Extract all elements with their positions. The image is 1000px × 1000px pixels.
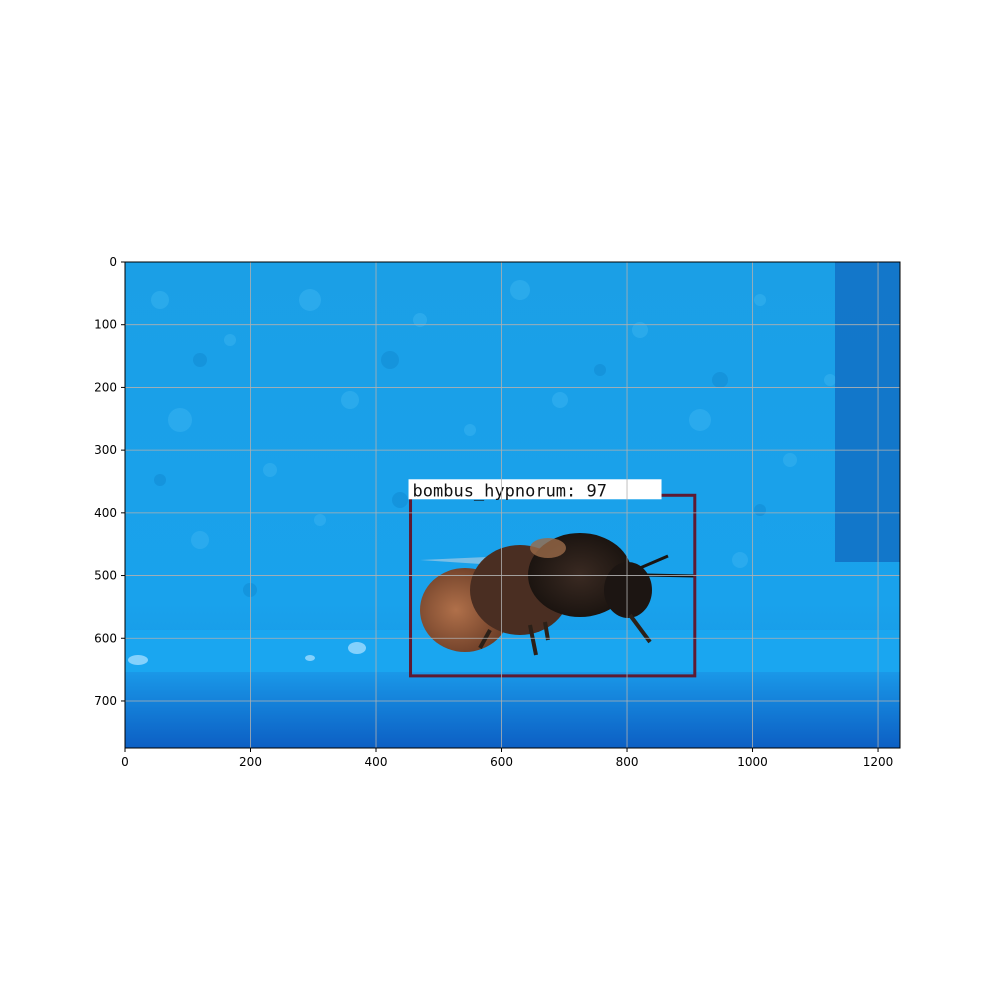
x-tick-label: 1200 (863, 755, 894, 769)
y-tick-label: 600 (94, 631, 117, 645)
y-tick-label: 400 (94, 506, 117, 520)
bumblebee (420, 533, 696, 656)
y-axis-ticks: 0 100 200 300 400 500 600 700 (94, 255, 125, 708)
y-tick-label: 200 (94, 380, 117, 394)
x-axis-ticks: 0 200 400 600 800 1000 1200 (121, 748, 893, 769)
x-tick-label: 800 (616, 755, 639, 769)
x-tick-label: 200 (239, 755, 262, 769)
plot-frame (124, 261, 901, 749)
x-tick-label: 1000 (737, 755, 768, 769)
detection-label: bombus_hypnorum: 97 (413, 481, 607, 501)
x-tick-label: 600 (490, 755, 513, 769)
x-tick-label: 400 (365, 755, 388, 769)
y-tick-label: 100 (94, 318, 117, 332)
y-tick-label: 0 (109, 255, 117, 269)
y-tick-label: 500 (94, 569, 117, 583)
bee-photo: bombus_hypnorum: 97 (125, 262, 900, 748)
y-tick-label: 700 (94, 694, 117, 708)
y-tick-label: 300 (94, 443, 117, 457)
x-tick-label: 0 (121, 755, 129, 769)
detection-label-background (408, 479, 662, 500)
